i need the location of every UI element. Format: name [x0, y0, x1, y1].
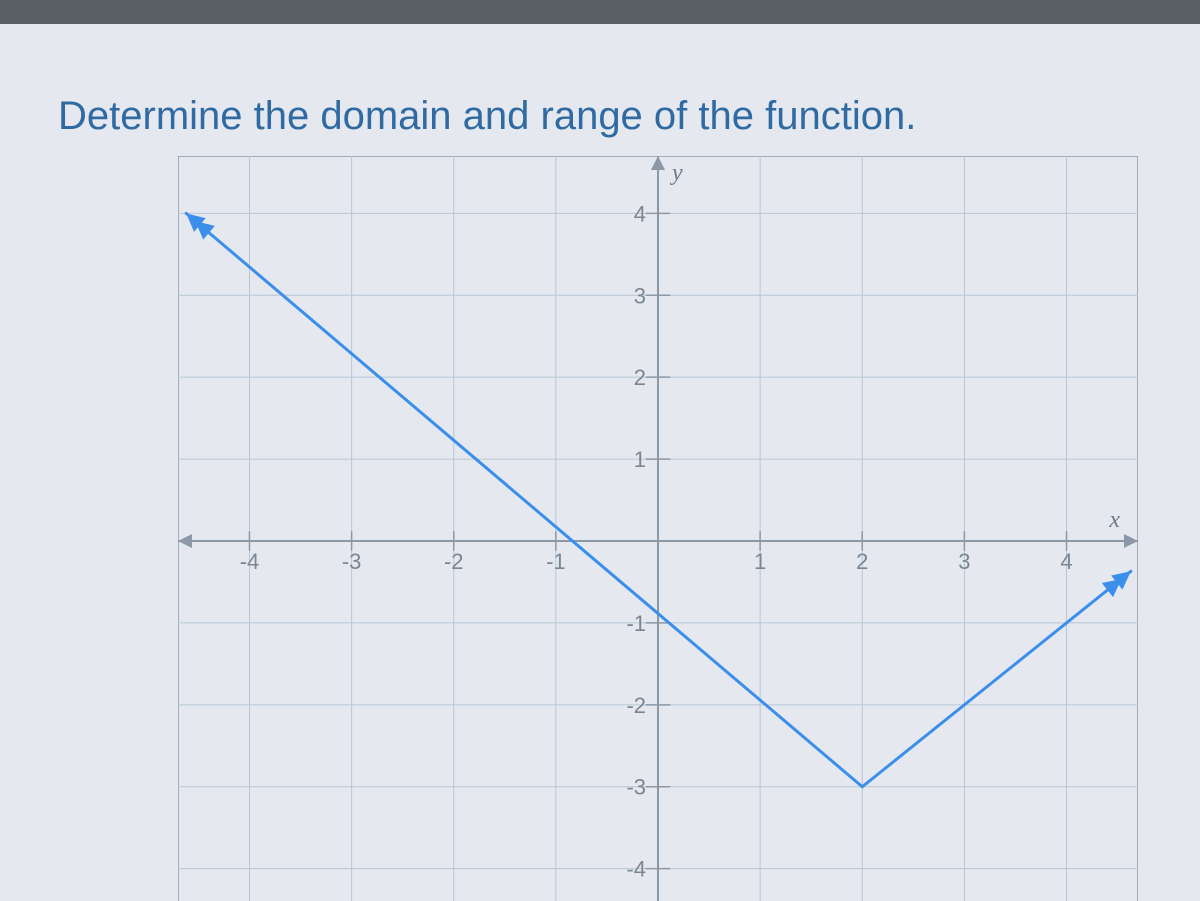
svg-text:1: 1 [634, 447, 646, 472]
svg-text:3: 3 [634, 283, 646, 308]
svg-text:-4: -4 [240, 549, 260, 574]
svg-text:-1: -1 [626, 611, 646, 636]
svg-text:2: 2 [856, 549, 868, 574]
svg-text:-4: -4 [626, 857, 646, 882]
svg-text:-2: -2 [444, 549, 464, 574]
svg-text:-3: -3 [342, 549, 362, 574]
svg-text:4: 4 [1060, 549, 1072, 574]
svg-text:-1: -1 [546, 549, 566, 574]
question-prompt: Determine the domain and range of the fu… [58, 94, 916, 139]
function-graph: -4-3-2-11234-4-3-2-11234yx [178, 156, 1138, 901]
svg-text:2: 2 [634, 365, 646, 390]
svg-text:x: x [1108, 507, 1120, 533]
screen: Determine the domain and range of the fu… [0, 0, 1200, 901]
svg-text:y: y [670, 160, 683, 186]
svg-text:3: 3 [958, 549, 970, 574]
svg-text:4: 4 [634, 201, 646, 226]
graph-svg: -4-3-2-11234-4-3-2-11234yx [178, 156, 1138, 901]
svg-text:-3: -3 [626, 775, 646, 800]
svg-text:1: 1 [754, 549, 766, 574]
svg-text:-2: -2 [626, 693, 646, 718]
